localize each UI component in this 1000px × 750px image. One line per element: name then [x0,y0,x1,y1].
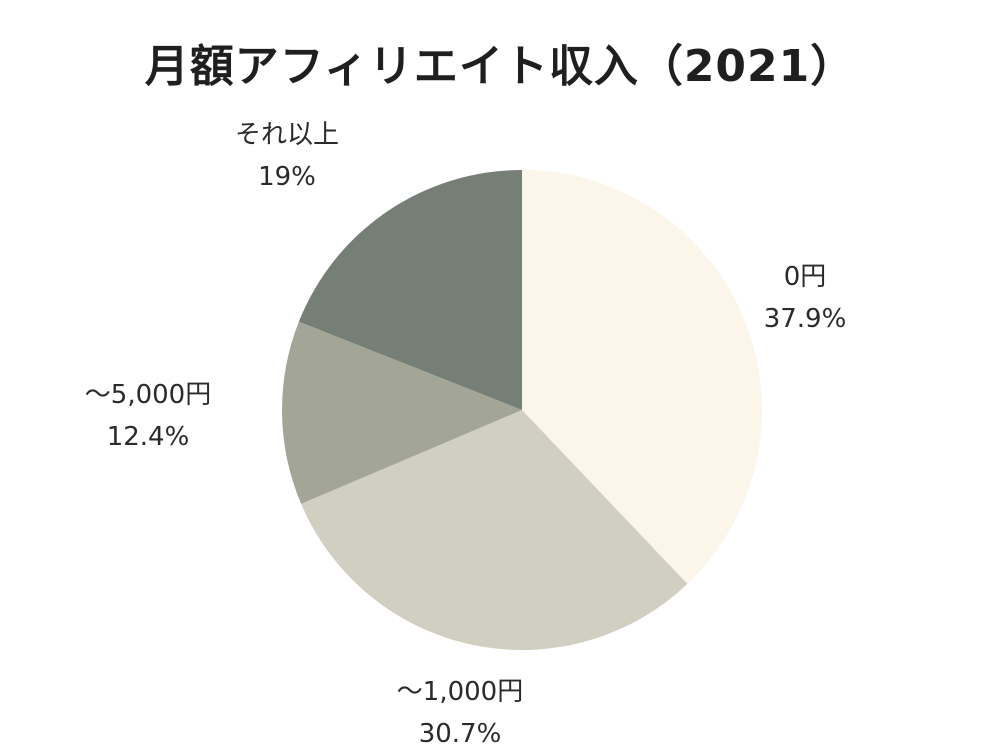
pie-slice [522,170,762,584]
pie-slice [281,321,522,504]
slice-percent-label: 37.9% [764,304,847,334]
slice-category-label: ～1,000円 [397,677,523,707]
chart-title: 月額アフィリエイト収入（2021） [144,41,856,92]
slice-percent-label: 12.4% [107,422,190,452]
slice-category-label: 0円 [784,262,827,292]
slice-percent-label: 30.7% [419,719,502,749]
pie-slices [281,170,762,651]
pie-labels: 0円 37.9% ～1,000円 30.7% ～5,000円 12.4% それ以上 19% [85,120,847,749]
pie-slice [301,410,688,651]
slice-category-label: ～5,000円 [85,380,211,410]
pie-slice [298,170,522,410]
slice-category-label: それ以上 [235,120,339,150]
slice-percent-label: 19% [258,162,316,192]
